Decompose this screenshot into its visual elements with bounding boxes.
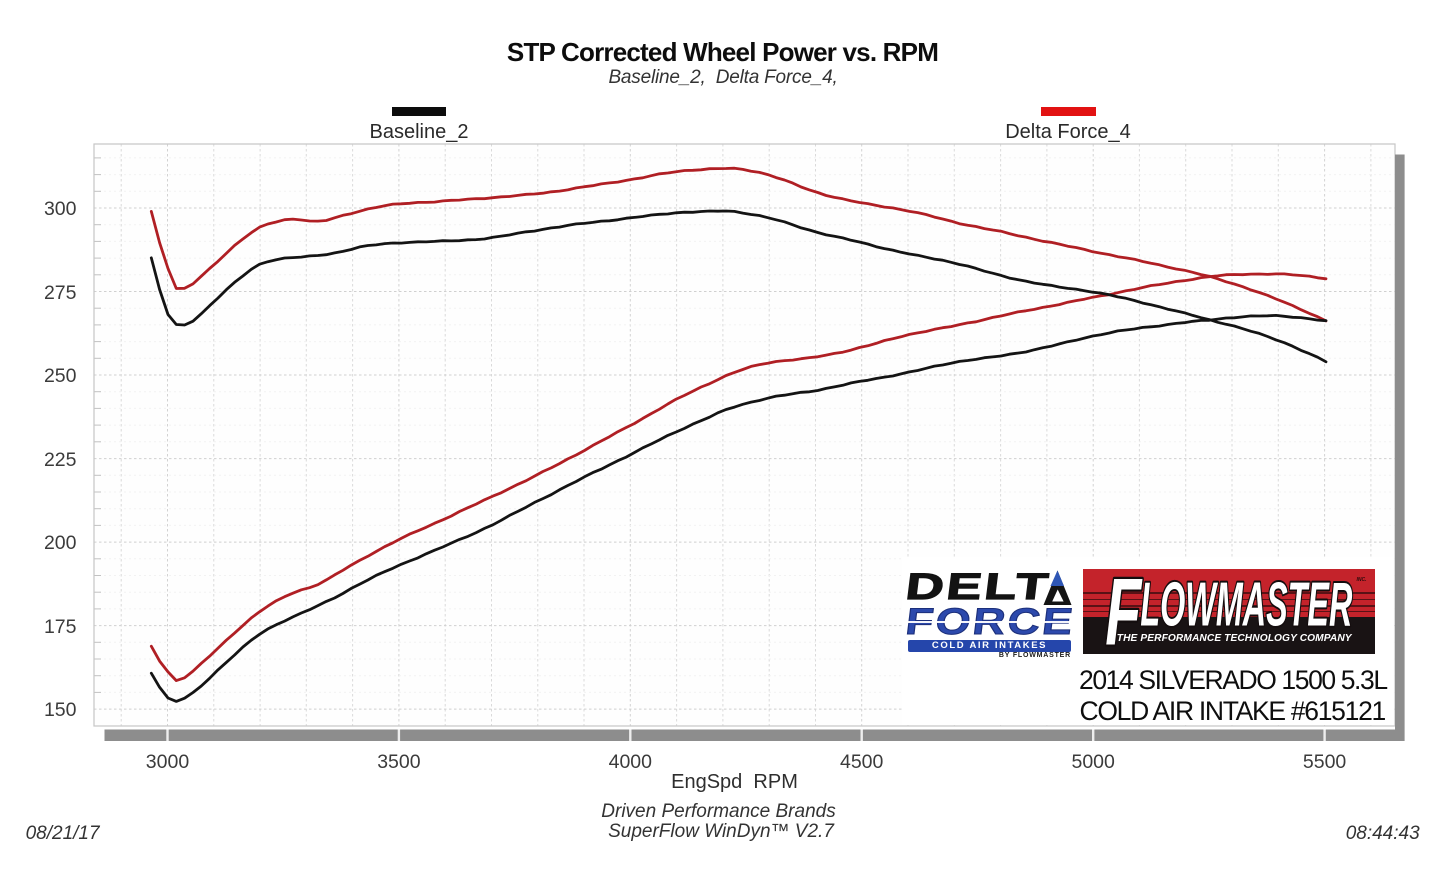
svg-text:F: F xyxy=(1105,569,1142,654)
svg-text:LOWMASTER: LOWMASTER xyxy=(1140,570,1352,639)
